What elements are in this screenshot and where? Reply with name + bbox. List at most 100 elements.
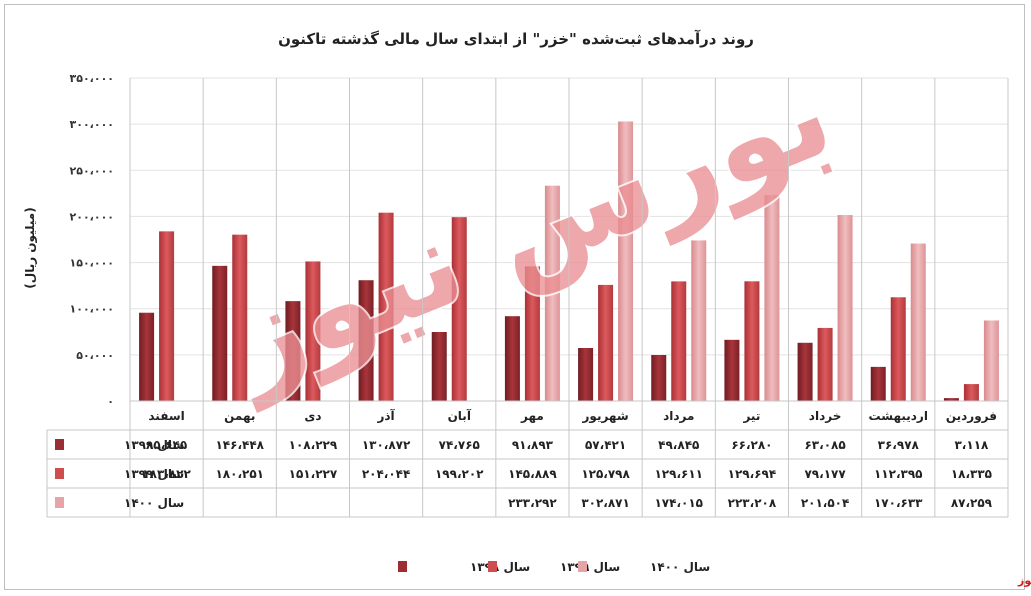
x-tick-label: تیر	[742, 409, 760, 423]
data-label: ۳۶،۹۷۸	[878, 438, 920, 452]
data-label: ۳۰۲،۸۷۱	[581, 496, 630, 510]
bar	[963, 384, 979, 401]
x-tick-label: مرداد	[663, 409, 694, 423]
chart-title: روند درآمدهای ثبت‌شده "خزر" از ابتدای سا…	[278, 30, 754, 48]
series-marker	[55, 468, 64, 479]
y-tick-label: ۵۰،۰۰۰	[76, 349, 114, 362]
data-label: ۷۴،۷۶۵	[439, 438, 480, 452]
x-tick-label: مهر	[520, 409, 544, 423]
bar	[943, 398, 959, 401]
x-tick-label: دی	[304, 409, 321, 423]
y-tick-label: ۳۰۰،۰۰۰	[70, 118, 114, 131]
data-label: ۱۲۹،۶۹۴	[728, 467, 777, 481]
data-label: ۱۲۵،۷۹۸	[581, 467, 630, 481]
x-tick-label: خرداد	[809, 409, 842, 423]
data-label: ۹۱،۸۹۳	[512, 438, 554, 452]
series-name: سال ۱۳۹۸	[124, 438, 184, 452]
bar	[378, 212, 394, 401]
legend-label: سال ۱۳۹۸	[470, 560, 530, 574]
bar	[139, 312, 155, 401]
bar	[451, 217, 467, 401]
bar	[744, 281, 760, 401]
series-marker	[55, 497, 64, 508]
data-label: ۸۷،۲۵۹	[951, 496, 993, 510]
bar	[358, 280, 374, 401]
y-tick-label: ۱۵۰،۰۰۰	[70, 257, 114, 270]
bar	[890, 297, 906, 401]
data-label: ۲۲۳،۲۰۸	[728, 496, 777, 510]
series-name: سال ۱۳۹۹	[124, 467, 184, 481]
data-table: فروردین اردیبهشت خرداد تیر مرداد شهریور مهر آبا…	[46, 78, 1009, 518]
data-label: ۲۰۴،۰۴۴	[362, 467, 411, 481]
data-label: ۱۱۲،۳۹۵	[874, 467, 923, 481]
legend: سال ۱۳۹۸ سال ۱۳۹۹ سال ۱۴۰۰	[398, 560, 710, 574]
data-label: ۱۴۶،۴۴۸	[215, 438, 264, 452]
data-label: ۶۳،۰۸۵	[804, 438, 845, 452]
bar	[870, 366, 886, 401]
bar	[651, 355, 667, 401]
chart-frame	[4, 4, 1025, 590]
bar	[983, 320, 999, 401]
bar	[544, 185, 560, 401]
y-tick-label: ۲۰۰،۰۰۰	[70, 210, 114, 223]
bar	[671, 281, 687, 401]
y-axis-tick-labels: ۰ ۵۰،۰۰۰ ۱۰۰،۰۰۰ ۱۵۰،۰۰۰ ۲۰۰،۰۰۰ ۲۵۰،۰۰۰ ۳۰۰،۰…	[70, 72, 114, 408]
data-label: ۱۸۳،۸۲۲	[142, 467, 191, 481]
y-axis-title: (میلیون ریال)	[23, 207, 38, 288]
legend-swatch	[488, 561, 497, 572]
x-tick-label: آذر	[376, 408, 395, 423]
bar	[504, 316, 520, 401]
x-tick-label: شهریور	[582, 409, 629, 424]
bar	[285, 301, 301, 401]
data-label: ۱۴۵،۸۸۹	[508, 467, 557, 481]
series-marker	[55, 439, 64, 450]
y-tick-label: ۳۵۰،۰۰۰	[70, 72, 114, 85]
x-tick-label: بهمن	[224, 409, 255, 423]
bar	[691, 240, 707, 401]
y-tick-label: ۲۵۰،۰۰۰	[70, 164, 114, 177]
data-label: ۲۰۱،۵۰۴	[801, 496, 850, 510]
bar	[159, 231, 175, 401]
bar	[817, 327, 833, 401]
bar	[305, 261, 321, 401]
bar	[431, 332, 447, 401]
bar	[797, 342, 813, 401]
data-label: ۱۷۰،۶۳۳	[874, 496, 923, 510]
data-label: ۴۹،۸۴۵	[658, 438, 699, 452]
bar	[232, 234, 248, 401]
bar	[524, 266, 540, 401]
data-label: ۱۲۹،۶۱۱	[654, 467, 703, 481]
legend-swatch	[578, 561, 587, 572]
y-tick-label: ۰	[107, 395, 114, 408]
data-label: ۶۶،۲۸۰	[731, 438, 772, 452]
data-label: ۵۷،۴۲۱	[585, 438, 626, 452]
bars	[139, 121, 999, 401]
bar	[212, 265, 228, 401]
data-label: ۳،۱۱۸	[954, 438, 989, 452]
x-tick-label: فروردین	[946, 409, 997, 424]
source-label: بورس نیوز	[1017, 574, 1031, 587]
legend-label: سال ۱۳۹۹	[560, 560, 620, 574]
bar	[910, 243, 926, 401]
bar	[724, 339, 740, 401]
bar	[837, 215, 853, 401]
bar	[578, 348, 594, 401]
series-name: سال ۱۴۰۰	[124, 496, 184, 510]
legend-label: سال ۱۴۰۰	[650, 560, 710, 574]
data-label: ۱۸۰،۲۵۱	[215, 467, 264, 481]
x-tick-label: آبان	[448, 408, 472, 423]
data-label: ۷۹،۱۷۷	[804, 467, 846, 481]
data-label: ۹۵،۶۴۵	[146, 438, 187, 452]
bar	[598, 284, 614, 401]
y-tick-label: ۱۰۰،۰۰۰	[70, 303, 114, 316]
x-tick-label: اردیبهشت	[869, 409, 928, 423]
data-label: ۱۵۱،۲۲۷	[289, 467, 338, 481]
bar	[764, 195, 780, 401]
data-label: ۱۰۸،۲۲۹	[289, 438, 338, 452]
data-label: ۲۳۳،۲۹۲	[508, 496, 557, 510]
x-tick-label: اسفند	[148, 409, 184, 423]
data-label: ۱۹۹،۲۰۲	[435, 467, 484, 481]
data-label: ۱۷۴،۰۱۵	[654, 496, 703, 510]
data-label: ۱۸،۳۳۵	[951, 467, 992, 481]
